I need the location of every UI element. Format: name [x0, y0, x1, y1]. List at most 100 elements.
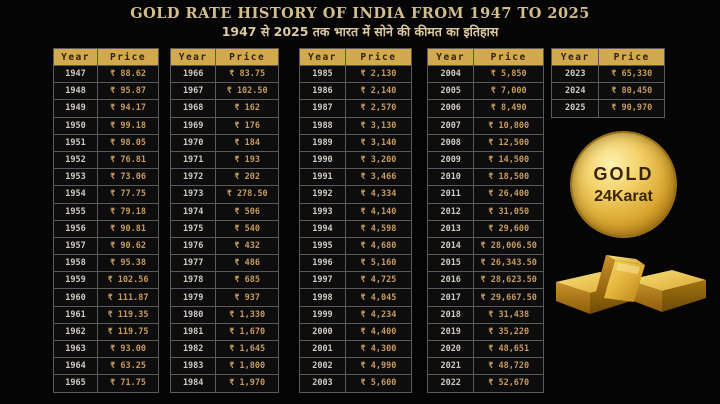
- price-cell: ₹ 119.75: [97, 322, 159, 342]
- price-cell: ₹ 193: [215, 150, 279, 170]
- table-row: 1974 ₹ 506: [169, 202, 279, 221]
- table-row: 1958 ₹ 95.38: [52, 254, 159, 273]
- price-cell: ₹ 52,670: [473, 374, 544, 393]
- price-cell: ₹ 90.81: [97, 219, 159, 238]
- price-cell: ₹ 7,000: [473, 82, 544, 101]
- table-row: 2005 ₹ 7,000: [426, 82, 544, 101]
- table-row: 1994 ₹ 4,598: [299, 219, 413, 238]
- year-cell: 1969: [169, 116, 217, 135]
- table-row: 1959 ₹ 102.56: [52, 271, 159, 290]
- year-cell: 1994: [299, 219, 346, 238]
- price-cell: ₹ 1,670: [215, 322, 279, 342]
- year-cell: 1973: [169, 185, 217, 204]
- price-cell: ₹ 93.00: [97, 339, 159, 359]
- table-row: 1984 ₹ 1,970: [169, 374, 279, 393]
- table-header-row: Year Price: [52, 48, 159, 66]
- year-cell: 1977: [169, 254, 217, 273]
- year-cell: 1958: [52, 254, 99, 273]
- table-row: 1966 ₹ 83.75: [169, 64, 279, 84]
- table-row: 1953 ₹ 73.06: [52, 168, 159, 187]
- year-cell: 2007: [426, 116, 475, 135]
- table-row: 2016 ₹ 28,623.50: [426, 271, 544, 290]
- price-cell: ₹ 48,651: [473, 339, 544, 359]
- year-cell: 1954: [52, 185, 99, 204]
- table-row: 1993 ₹ 4,140: [299, 202, 413, 221]
- price-cell: ₹ 102.50: [215, 82, 279, 101]
- price-cell: ₹ 10,800: [473, 116, 544, 135]
- table-row: 2009 ₹ 14,500: [426, 150, 544, 170]
- price-cell: ₹ 3,140: [344, 133, 413, 152]
- year-column-header: Year: [299, 48, 346, 66]
- table-row: 1955 ₹ 79.18: [52, 202, 159, 221]
- header-block: GOLD RATE HISTORY OF INDIA FROM 1947 TO …: [0, 5, 720, 40]
- year-cell: 2018: [426, 305, 475, 324]
- year-cell: 2011: [426, 185, 475, 204]
- table-row: 1965 ₹ 71.75: [52, 374, 159, 393]
- price-cell: ₹ 79.18: [97, 202, 159, 221]
- table-row: 2013 ₹ 29,600: [426, 219, 544, 238]
- year-cell: 1979: [169, 288, 217, 307]
- price-cell: ₹ 29,667.50: [473, 288, 544, 307]
- year-column-header: Year: [169, 48, 217, 66]
- table-row: 1963 ₹ 93.00: [52, 339, 159, 359]
- price-cell: ₹ 1,800: [215, 357, 279, 376]
- price-cell: ₹ 4,725: [344, 271, 413, 290]
- price-cell: ₹ 31,438: [473, 305, 544, 324]
- table-row: 2019 ₹ 35,220: [426, 322, 544, 342]
- price-cell: ₹ 2,130: [344, 64, 413, 84]
- table-header-row: Year Price: [550, 48, 665, 66]
- table-row: 1950 ₹ 99.18: [52, 116, 159, 135]
- table-row: 1980 ₹ 1,330: [169, 305, 279, 324]
- page-subtitle-hindi: 1947 से 2025 तक भारत में सोने की कीमत का…: [221, 24, 499, 39]
- table-row: 2007 ₹ 10,800: [426, 116, 544, 135]
- year-cell: 2021: [426, 357, 475, 376]
- year-cell: 1955: [52, 202, 99, 221]
- table-row: 2014 ₹ 28,006.50: [426, 236, 544, 256]
- year-cell: 1950: [52, 116, 99, 135]
- price-cell: ₹ 28,623.50: [473, 271, 544, 290]
- table-row: 1992 ₹ 4,334: [299, 185, 413, 204]
- table-row: 1978 ₹ 685: [169, 271, 279, 290]
- table-row: 2018 ₹ 31,438: [426, 305, 544, 324]
- year-cell: 2006: [426, 99, 475, 118]
- table-row: 2004 ₹ 5,850: [426, 64, 544, 84]
- price-cell: ₹ 94.17: [97, 99, 159, 118]
- table-row: 1970 ₹ 184: [169, 133, 279, 152]
- year-cell: 2005: [426, 82, 475, 101]
- price-cell: ₹ 5,160: [344, 254, 413, 273]
- gold-bar-leaning-icon: [596, 255, 645, 302]
- price-column-header: Price: [215, 48, 279, 66]
- table-row: 1969 ₹ 176: [169, 116, 279, 135]
- price-cell: ₹ 685: [215, 271, 279, 290]
- price-cell: ₹ 4,334: [344, 185, 413, 204]
- table-row: 2011 ₹ 26,400: [426, 185, 544, 204]
- table-row: 1962 ₹ 119.75: [52, 322, 159, 342]
- price-cell: ₹ 432: [215, 236, 279, 256]
- table-row: 1967 ₹ 102.50: [169, 82, 279, 101]
- table-row: 2015 ₹ 26,343.50: [426, 254, 544, 273]
- price-cell: ₹ 28,006.50: [473, 236, 544, 256]
- price-cell: ₹ 5,600: [344, 374, 413, 393]
- year-cell: 1988: [299, 116, 346, 135]
- year-cell: 1972: [169, 168, 217, 187]
- table-row: 1991 ₹ 3,466: [299, 168, 413, 187]
- price-cell: ₹ 48,720: [473, 357, 544, 376]
- price-cell: ₹ 26,343.50: [473, 254, 544, 273]
- rate-table-2023-2025: Year Price 2023 ₹ 65,330 2024 ₹ 80,450 2025 ₹ 9…: [550, 48, 665, 118]
- price-cell: ₹ 88.62: [97, 64, 159, 84]
- page-title: GOLD RATE HISTORY OF INDIA FROM 1947 TO …: [130, 5, 590, 22]
- year-cell: 2013: [426, 219, 475, 238]
- year-cell: 1964: [52, 357, 99, 376]
- table-row: 1979 ₹ 937: [169, 288, 279, 307]
- table-row: 1986 ₹ 2,140: [299, 82, 413, 101]
- price-cell: ₹ 26,400: [473, 185, 544, 204]
- year-column-header: Year: [52, 48, 99, 66]
- year-cell: 1984: [169, 374, 217, 393]
- price-cell: ₹ 278.50: [215, 185, 279, 204]
- year-cell: 1978: [169, 271, 217, 290]
- year-cell: 2008: [426, 133, 475, 152]
- table-row: 2001 ₹ 4,300: [299, 339, 413, 359]
- year-cell: 1968: [169, 99, 217, 118]
- table-row: 1948 ₹ 95.87: [52, 82, 159, 101]
